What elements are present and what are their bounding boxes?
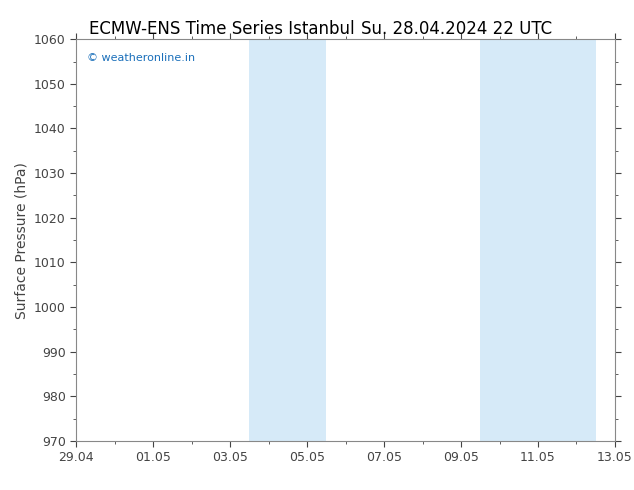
- Y-axis label: Surface Pressure (hPa): Surface Pressure (hPa): [14, 162, 29, 318]
- Bar: [249, 39, 327, 441]
- Text: ECMW-ENS Time Series Istanbul: ECMW-ENS Time Series Istanbul: [89, 20, 354, 38]
- Bar: [480, 39, 596, 441]
- Text: Su. 28.04.2024 22 UTC: Su. 28.04.2024 22 UTC: [361, 20, 552, 38]
- Text: © weatheronline.in: © weatheronline.in: [87, 53, 195, 63]
